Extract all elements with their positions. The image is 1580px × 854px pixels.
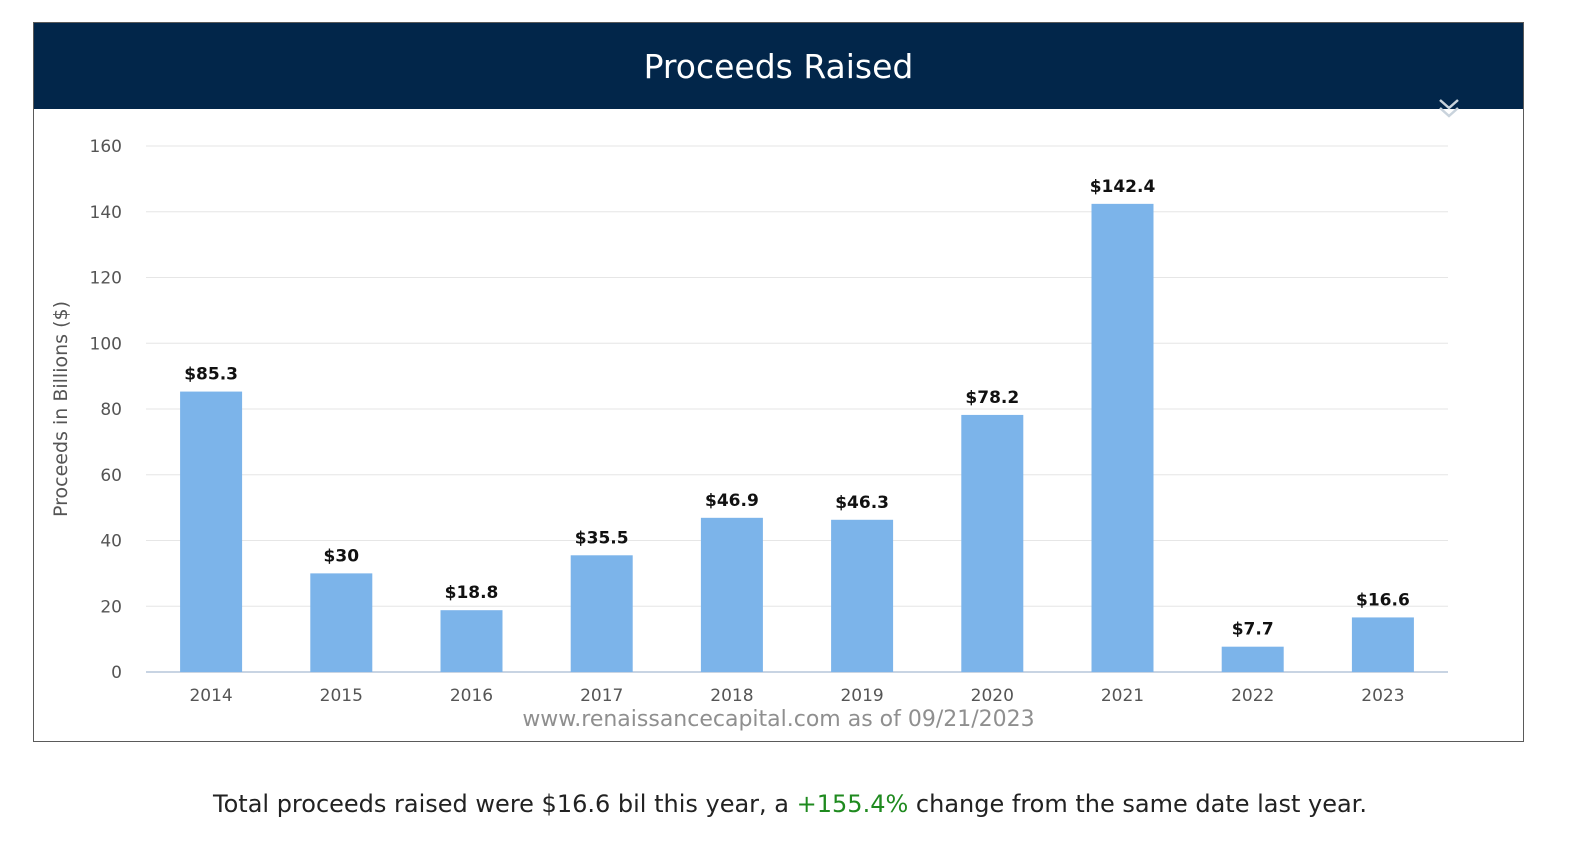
double-chevron-down-icon bbox=[1439, 99, 1459, 118]
bars bbox=[180, 203, 1414, 673]
x-tick-label: 2019 bbox=[840, 686, 883, 706]
data-label: $16.6 bbox=[1356, 590, 1410, 610]
bar bbox=[180, 391, 243, 672]
data-label: $46.9 bbox=[705, 491, 759, 511]
y-tick-label: 0 bbox=[111, 663, 122, 683]
data-label: $46.3 bbox=[835, 493, 889, 513]
source-note: www.renaissancecapital.com as of 09/21/2… bbox=[522, 707, 1035, 732]
bar bbox=[961, 414, 1024, 672]
y-axis-ticks: 0 20 40 60 80 100 120 140 160 bbox=[90, 137, 122, 683]
bar bbox=[700, 517, 763, 672]
summary-before: Total proceeds raised were $16.6 bil thi… bbox=[213, 790, 797, 818]
bar bbox=[1091, 203, 1154, 673]
data-label: $78.2 bbox=[965, 388, 1019, 408]
bar bbox=[1221, 646, 1284, 672]
summary-after: change from the same date last year. bbox=[908, 790, 1367, 818]
summary-change-percent: +155.4% bbox=[796, 790, 909, 818]
data-label: $7.7 bbox=[1232, 620, 1274, 640]
x-tick-label: 2020 bbox=[971, 686, 1014, 706]
y-tick-label: 120 bbox=[90, 269, 122, 289]
data-label: $85.3 bbox=[184, 365, 238, 385]
data-labels: $85.3 $30 $18.8 $35.5 $46.9 $46.3 $78.2 $142.4 $… bbox=[184, 177, 1410, 640]
y-tick-label: 100 bbox=[90, 334, 122, 354]
x-tick-label: 2016 bbox=[450, 686, 493, 706]
y-tick-label: 160 bbox=[90, 137, 122, 157]
y-tick-label: 80 bbox=[100, 400, 122, 420]
y-tick-label: 60 bbox=[100, 466, 122, 486]
bar-chart: 0 20 40 60 80 100 120 140 160 Proceeds in Billio… bbox=[50, 137, 1448, 706]
x-tick-label: 2015 bbox=[320, 686, 363, 706]
x-tick-label: 2014 bbox=[189, 686, 232, 706]
y-axis-label: Proceeds in Billions ($) bbox=[50, 301, 72, 517]
bar bbox=[440, 610, 503, 672]
x-tick-label: 2022 bbox=[1231, 686, 1274, 706]
x-tick-label: 2017 bbox=[580, 686, 623, 706]
x-tick-label: 2018 bbox=[710, 686, 753, 706]
y-tick-label: 140 bbox=[90, 203, 122, 223]
data-label: $18.8 bbox=[445, 583, 499, 603]
x-tick-label: 2021 bbox=[1101, 686, 1144, 706]
bar bbox=[1351, 617, 1414, 672]
summary-text: Total proceeds raised were $16.6 bil thi… bbox=[0, 790, 1580, 818]
bar bbox=[310, 573, 373, 672]
bar bbox=[570, 555, 633, 672]
y-tick-label: 40 bbox=[100, 532, 122, 552]
chart-title: Proceeds Raised bbox=[34, 23, 1523, 109]
data-label: $142.4 bbox=[1090, 177, 1156, 197]
chart-panel: Proceeds Raised 0 20 40 60 80 100 120 140 160 Pr… bbox=[33, 22, 1524, 742]
data-label: $30 bbox=[324, 546, 360, 566]
data-label: $35.5 bbox=[575, 528, 629, 548]
y-tick-label: 20 bbox=[100, 597, 122, 617]
bar bbox=[831, 519, 894, 672]
x-tick-label: 2023 bbox=[1361, 686, 1404, 706]
x-axis-ticks: 2014 2015 2016 2017 2018 2019 2020 2021 2022 2023 bbox=[189, 686, 1404, 706]
chart-menu-button[interactable] bbox=[1434, 93, 1464, 123]
